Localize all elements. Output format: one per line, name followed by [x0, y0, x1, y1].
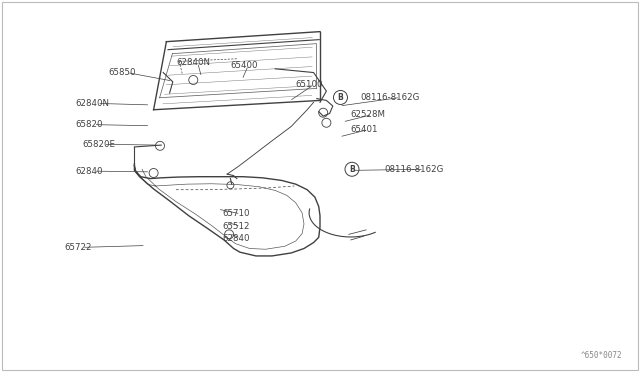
Text: 62840N: 62840N	[76, 99, 109, 108]
Text: 65820E: 65820E	[82, 140, 115, 149]
Text: 62840: 62840	[76, 167, 103, 176]
Text: 65710: 65710	[223, 209, 250, 218]
Text: 65401: 65401	[351, 125, 378, 134]
Text: 65722: 65722	[64, 243, 92, 252]
Text: 65100: 65100	[296, 80, 323, 89]
Text: ^650*0072: ^650*0072	[580, 351, 622, 360]
Text: 62528M: 62528M	[351, 110, 386, 119]
Text: 65850: 65850	[109, 68, 136, 77]
Text: 65400: 65400	[230, 61, 258, 70]
Text: 08116-8162G: 08116-8162G	[361, 93, 420, 102]
Text: 62840: 62840	[223, 234, 250, 243]
Text: B: B	[349, 165, 355, 174]
Text: 65512: 65512	[223, 222, 250, 231]
Text: B: B	[338, 93, 343, 102]
Text: 08116-8162G: 08116-8162G	[385, 165, 444, 174]
Text: 65820: 65820	[76, 120, 103, 129]
Text: 62840N: 62840N	[176, 58, 210, 67]
